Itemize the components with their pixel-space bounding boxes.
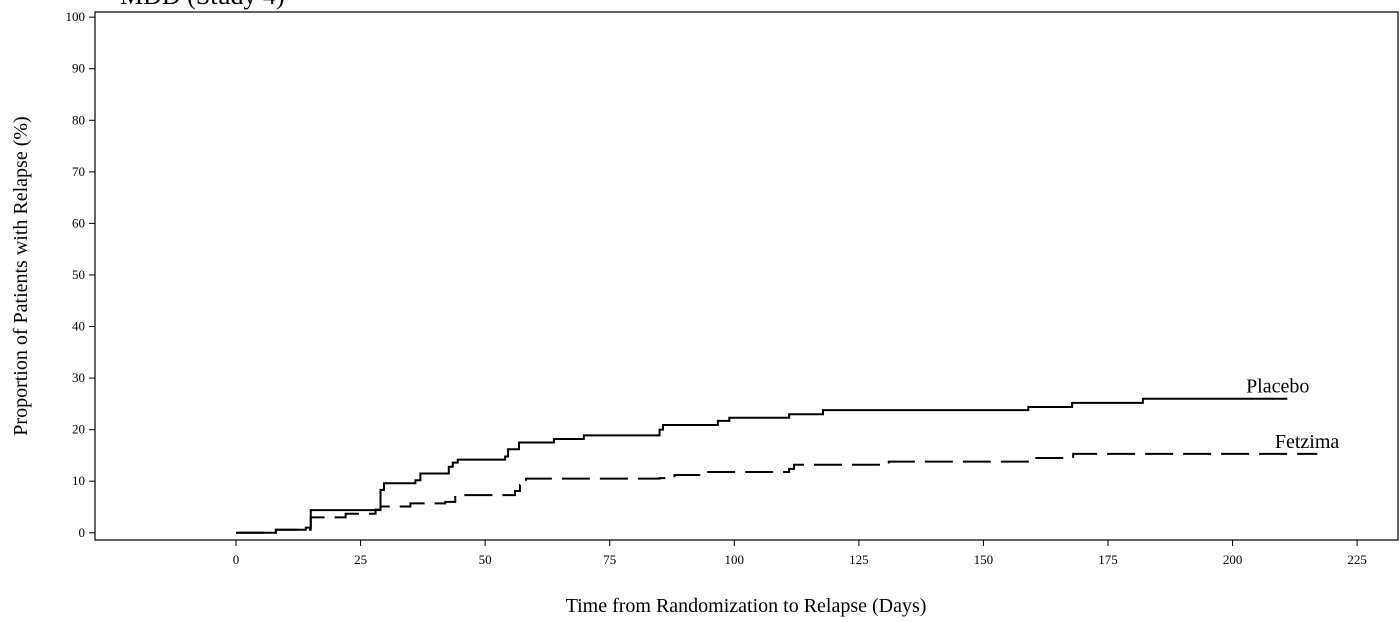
y-tick-label: 10 [72,473,85,488]
plot-frame [94,11,1399,541]
x-tick-label: 175 [1098,552,1118,567]
chart-title: MDD (Study 4) [120,0,285,10]
y-tick-label: 90 [72,61,85,76]
y-tick-label: 80 [72,112,85,127]
y-tick-label: 20 [72,422,85,437]
y-tick-label: 100 [66,9,86,24]
x-tick-label: 125 [849,552,869,567]
y-tick-label: 70 [72,164,85,179]
series-label: Placebo [1246,376,1309,398]
step-line [236,452,1318,534]
y-tick-label: 60 [72,215,85,230]
y-tick-label: 0 [79,525,86,540]
x-tick-label: 200 [1223,552,1243,567]
x-tick-label: 225 [1347,552,1367,567]
x-axis-label: Time from Randomization to Relapse (Days… [566,595,927,617]
y-tick-label: 50 [72,267,85,282]
y-axis-label: Proportion of Patients with Relapse (%) [10,116,32,435]
x-tick-label: 50 [479,552,492,567]
y-tick-label: 30 [72,370,85,385]
series-label: Fetzima [1275,431,1340,453]
step-line [236,397,1288,534]
y-tick-label: 40 [72,319,85,334]
x-tick-label: 150 [974,552,994,567]
x-tick-label: 75 [603,552,616,567]
x-tick-label: 0 [233,552,240,567]
x-tick-label: 100 [725,552,745,567]
x-tick-label: 25 [354,552,367,567]
